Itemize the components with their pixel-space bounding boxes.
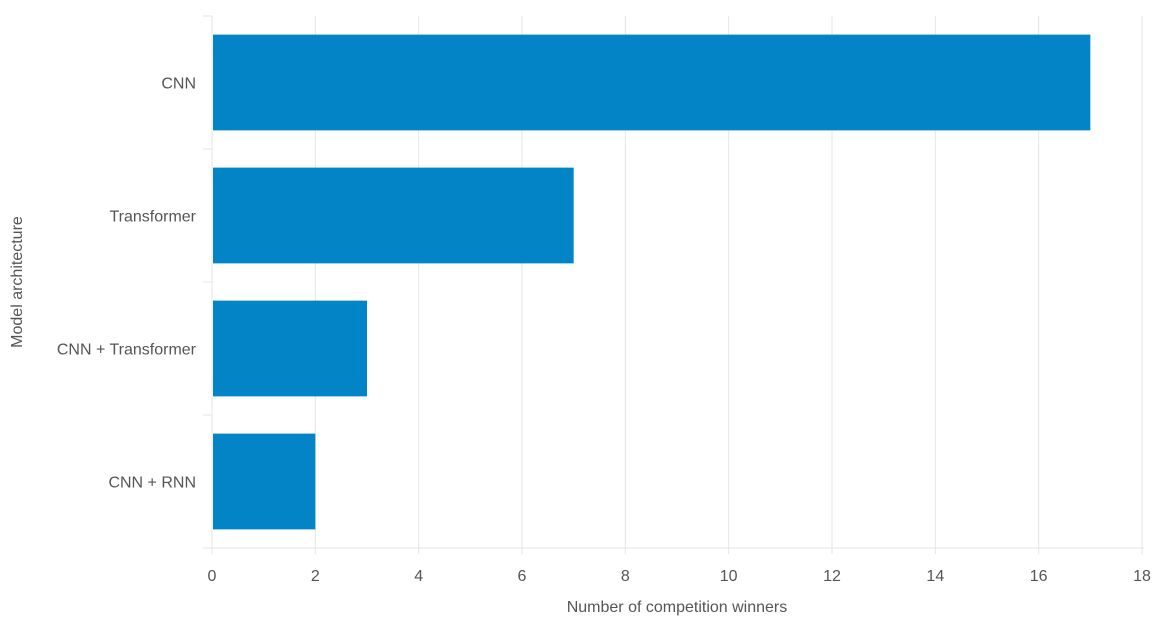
x-tick-label: 6 — [518, 568, 527, 585]
bar — [213, 433, 316, 530]
x-tick-label: 0 — [208, 568, 217, 585]
x-tick-label: 14 — [926, 568, 944, 585]
x-tick-label: 8 — [621, 568, 630, 585]
x-tick-label: 16 — [1030, 568, 1048, 585]
x-axis-title: Number of competition winners — [567, 599, 788, 616]
x-tick-labels: 0 2 4 6 8 10 12 14 16 18 — [208, 548, 1151, 585]
y-tick-label: CNN + RNN — [108, 475, 196, 492]
y-axis-title: Model architecture — [9, 216, 26, 348]
bar — [213, 34, 1091, 131]
y-tick-label: CNN + Transformer — [57, 342, 197, 359]
x-tick-label: 4 — [414, 568, 423, 585]
x-tick-label: 12 — [823, 568, 841, 585]
bars — [213, 34, 1091, 530]
x-tick-label: 2 — [311, 568, 320, 585]
y-tick-label: Transformer — [109, 209, 196, 226]
y-tick-labels: CNN Transformer CNN + Transformer CNN + RNN — [57, 15, 212, 549]
x-tick-label: 18 — [1133, 568, 1151, 585]
x-tick-label: 10 — [720, 568, 738, 585]
y-tick-label: CNN — [161, 76, 196, 93]
bar — [213, 167, 574, 264]
bar — [213, 300, 367, 397]
